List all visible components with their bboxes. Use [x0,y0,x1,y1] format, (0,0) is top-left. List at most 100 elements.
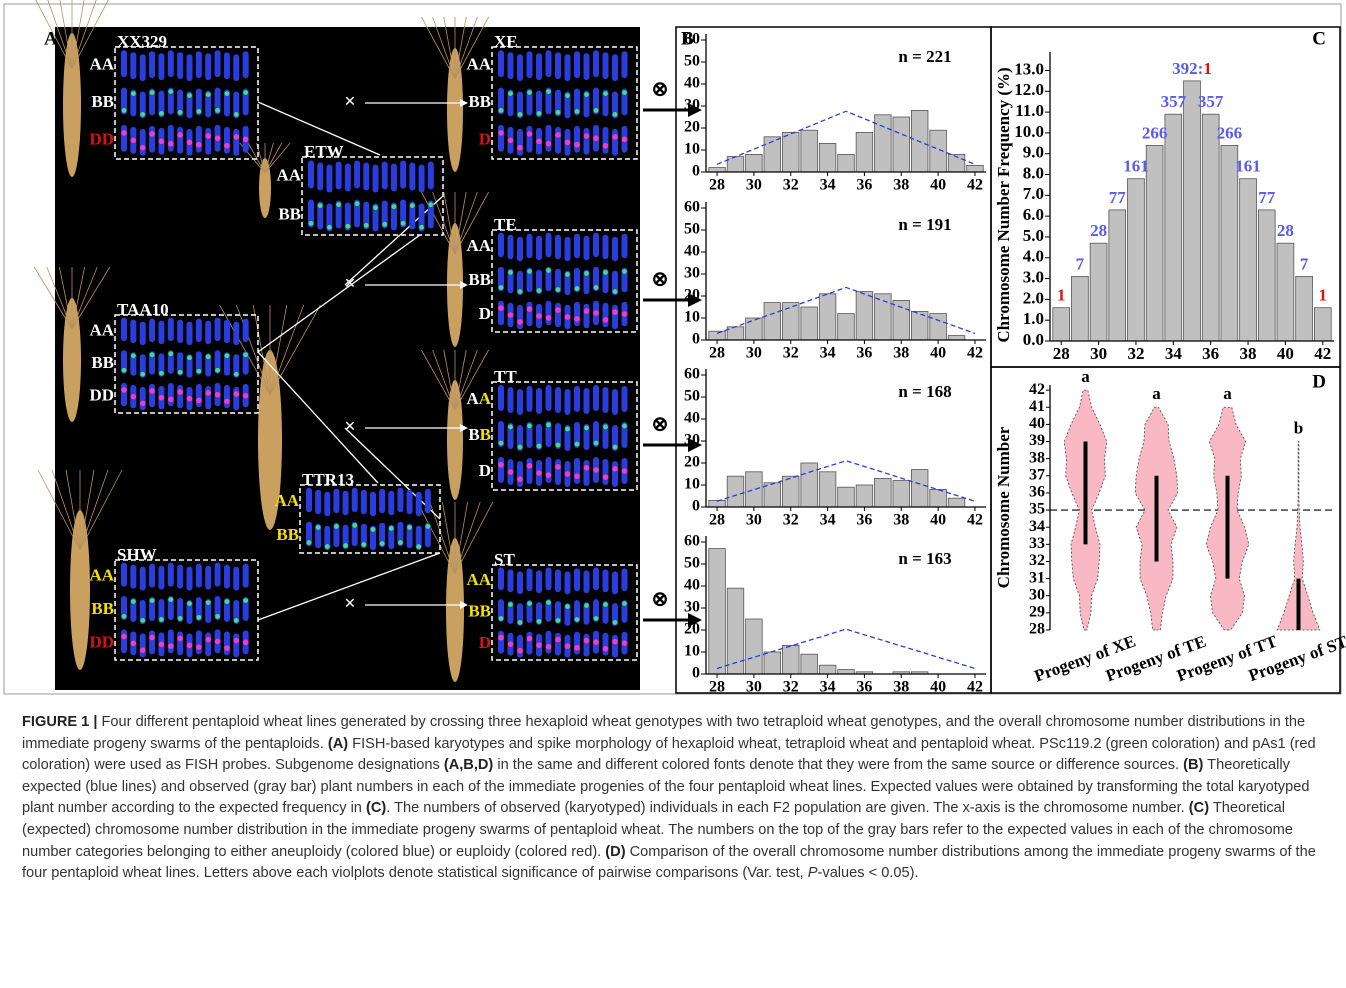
chromosome [324,525,331,551]
chromosome [507,52,514,80]
fish-signal [498,130,504,136]
chromosome [315,489,322,515]
chromosome [564,54,571,82]
bar [782,131,800,173]
genotype-name: XX329 [117,32,167,51]
spike-awn [79,469,95,551]
x-tick-label: 40 [930,345,946,362]
fish-signal [409,203,415,209]
chromosome [526,386,533,412]
y-tick-label: 37 [1029,466,1045,483]
chromosome [612,304,618,330]
chromosome [121,350,127,374]
spike-awn [71,266,85,330]
chromosome [149,630,156,655]
chromosome [427,161,434,190]
fish-signal [186,395,193,402]
karyotype-box [491,229,638,333]
y-tick-label: 0.0 [1023,330,1044,349]
chromosome [205,385,212,410]
x-tick-label: 32 [783,512,799,529]
spike-awn [79,469,109,551]
chromosome [121,50,127,78]
fish-signal [177,132,183,138]
fish-signal [584,92,589,97]
spike-awn [264,142,283,174]
fish-signal [612,620,618,625]
chromosome [583,53,590,81]
fish-signal [593,639,599,645]
chromosome [583,303,590,329]
y-tick-label: 50 [684,221,700,238]
bar [818,471,837,508]
x-tick-label: 28 [709,512,725,529]
fish-signal [527,601,532,606]
fish-signal [149,388,155,394]
fish-signal [555,307,561,313]
chromosome [517,389,523,415]
chromosome [602,302,609,328]
chromosome [205,565,212,590]
subgenome-label: AA [89,55,114,74]
chromosome [583,570,590,594]
subgenome-label: BB [468,270,491,289]
fish-signal [584,425,589,431]
chromosome [177,126,184,154]
chromosome [308,160,314,189]
chromosome [205,90,212,118]
fish-signal [324,544,330,549]
fish-signal [545,315,552,321]
subgenome-label-part: AA [89,55,114,74]
fish-signal [603,424,608,430]
chromosome [342,524,349,550]
chromosome [177,352,184,376]
fish-signal [345,223,351,229]
genotype-name: TE [494,215,517,234]
bar [855,484,874,508]
chromosome [526,458,533,484]
fish-signal [593,135,599,142]
chromosome [418,203,425,232]
chromosome [612,634,618,658]
fish-signal [621,311,628,317]
fish-signal [428,202,434,208]
y-tick-label: 10 [684,643,700,660]
y-tick-label: 3.0 [1023,267,1044,286]
subgenome-label: AA [466,570,491,589]
chromosome [621,51,628,79]
bar [800,129,818,173]
fish-signal [370,527,376,532]
chromosome [333,522,340,548]
bar [837,669,855,675]
chromosome [517,270,523,296]
chromosome [354,160,361,189]
fish-signal [177,616,183,621]
chromosome [242,318,249,343]
fish-signal [177,635,183,642]
selfing-symbol: ⊗ [652,79,669,101]
chromosome [186,354,193,378]
subgenome-label-part: A [466,389,479,408]
chromosome [612,270,618,296]
fish-signal [139,144,146,151]
chromosome [602,234,609,260]
chromosome [397,521,404,547]
chromosome [317,201,324,230]
fish-signal [121,130,127,136]
spike-awn [454,16,478,80]
x-tick-label: 32 [783,345,799,362]
genotype-name: XE [494,32,518,51]
fish-signal [536,470,542,476]
chromosome [583,269,590,295]
chromosome [526,301,533,327]
subgenome-label: BB [468,92,491,111]
bar [892,299,910,341]
spike-awn [71,266,111,330]
chromosome [186,321,193,346]
x-tick-label: 38 [893,345,909,362]
selfing-arrowhead [688,438,702,452]
fish-signal [391,204,397,210]
y-tick-label: 2.0 [1023,288,1044,307]
fish-signal [622,601,627,606]
x-tick-label: 42 [967,345,983,362]
